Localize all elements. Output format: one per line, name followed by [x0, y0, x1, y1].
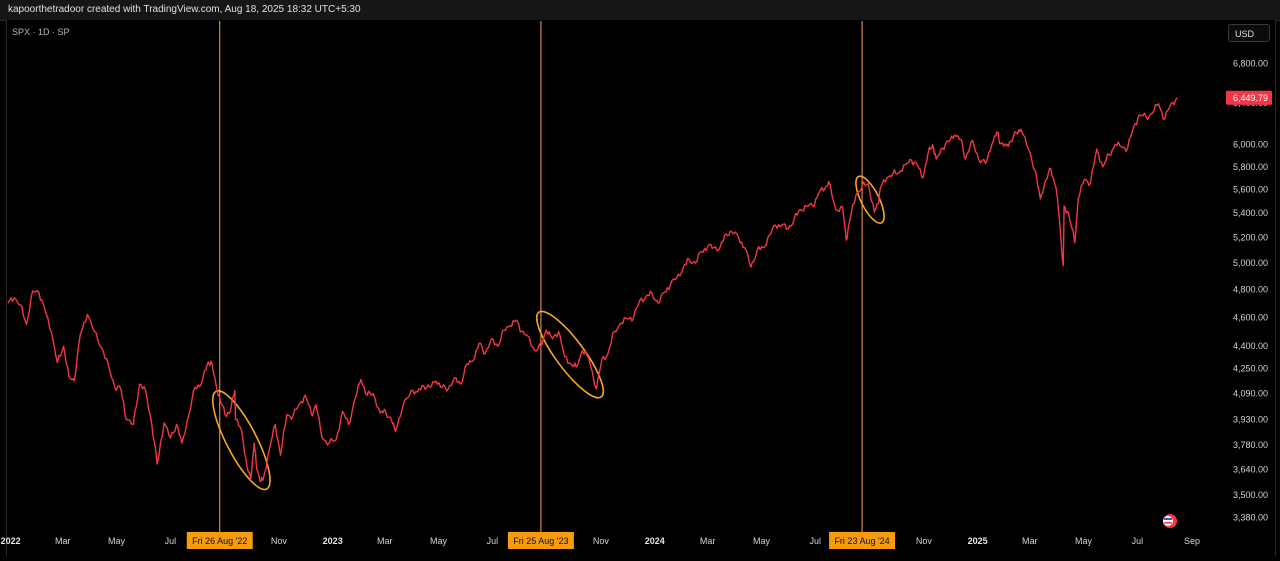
x-tick-label-14: Nov — [916, 536, 933, 546]
x-tick-label-13: Jul — [810, 536, 822, 546]
series-line-0 — [7, 97, 1178, 483]
highlight-ellipse-0 — [211, 390, 271, 491]
y-axis: 3,380.00 3,500.00 3,640.00 3,780.00 3,930.00… — [1233, 58, 1268, 522]
y-tick-label-12: 5,400.00 — [1233, 208, 1268, 218]
date-marker-box-1 — [507, 532, 574, 549]
x-tick-label-19: Sep — [1184, 536, 1200, 546]
x-tick-label-8: Jul — [487, 536, 499, 546]
highlight-ellipse-1 — [535, 310, 605, 399]
y-tick-label-3: 3,780.00 — [1233, 440, 1268, 450]
y-tick-label-4: 3,930.00 — [1233, 415, 1268, 425]
x-tick-label-15: 2025 — [968, 536, 988, 546]
y-tick-label-1: 3,500.00 — [1233, 490, 1268, 500]
symbol-label: SPX · 1D · SP — [12, 27, 70, 37]
y-tick-label-2: 3,640.00 — [1233, 464, 1268, 474]
x-tick-label-12: May — [753, 536, 771, 546]
y-tick-label-6: 4,250.00 — [1233, 364, 1268, 374]
y-tick-label-15: 6,000.00 — [1233, 140, 1268, 150]
x-axis: 2022 Mar May Jul Nov 2023 Mar May Jul Nov 2024 Mar M… — [1, 536, 1200, 546]
x-tick-label-4: Nov — [271, 536, 288, 546]
y-tick-label-14: 5,800.00 — [1233, 162, 1268, 172]
date-marker-label-1: Fri 25 Aug '23 — [513, 536, 568, 546]
y-tick-label-8: 4,600.00 — [1233, 312, 1268, 322]
date-marker-box-0 — [186, 532, 253, 549]
x-tick-label-6: Mar — [377, 536, 393, 546]
last-price-text: 6,449.79 — [1233, 93, 1268, 103]
date-marker-label-2: Fri 23 Aug '24 — [834, 536, 889, 546]
y-tick-label-9: 4,800.00 — [1233, 285, 1268, 295]
y-tick-label-13: 5,600.00 — [1233, 185, 1268, 195]
y-tick-label-0: 3,380.00 — [1233, 512, 1268, 522]
x-tick-label-0: 2022 — [1, 536, 21, 546]
currency-button[interactable]: USD — [1228, 24, 1270, 42]
x-tick-label-9: Nov — [593, 536, 610, 546]
x-tick-label-5: 2023 — [323, 536, 343, 546]
x-tick-label-18: Jul — [1132, 536, 1144, 546]
x-tick-label-17: May — [1075, 536, 1093, 546]
highlight-ellipses — [211, 175, 885, 491]
x-tick-label-3: Jul — [165, 536, 177, 546]
last-price-box — [1226, 90, 1272, 105]
last-price-label: 6,449.79 — [1226, 90, 1272, 105]
x-tick-label-7: May — [430, 536, 448, 546]
y-tick-label-10: 5,000.00 — [1233, 258, 1268, 268]
x-tick-label-10: 2024 — [645, 536, 665, 546]
x-tick-label-2: May — [108, 536, 126, 546]
price-series — [7, 97, 1178, 483]
y-tick-label-11: 5,200.00 — [1233, 233, 1268, 243]
y-tick-label-7: 4,400.00 — [1233, 341, 1268, 351]
flag-icon[interactable] — [1163, 514, 1177, 528]
y-tick-label-5: 4,090.00 — [1233, 389, 1268, 399]
x-tick-label-1: Mar — [55, 536, 71, 546]
vertical-marker-lines — [219, 21, 863, 533]
chart-panel[interactable] — [6, 20, 1276, 556]
x-tick-label-16: Mar — [1022, 536, 1038, 546]
date-marker-box-2 — [829, 532, 896, 549]
credit-text: kapoorthetradoor created with TradingVie… — [8, 4, 361, 15]
x-tick-label-11: Mar — [700, 536, 716, 546]
date-markers: Fri 26 Aug '22 Fri 25 Aug '23 Fri 23 Aug '… — [186, 532, 896, 549]
y-tick-label-17: 6,800.00 — [1233, 58, 1268, 68]
highlight-ellipse-2 — [855, 175, 885, 224]
date-marker-label-0: Fri 26 Aug '22 — [192, 536, 247, 546]
